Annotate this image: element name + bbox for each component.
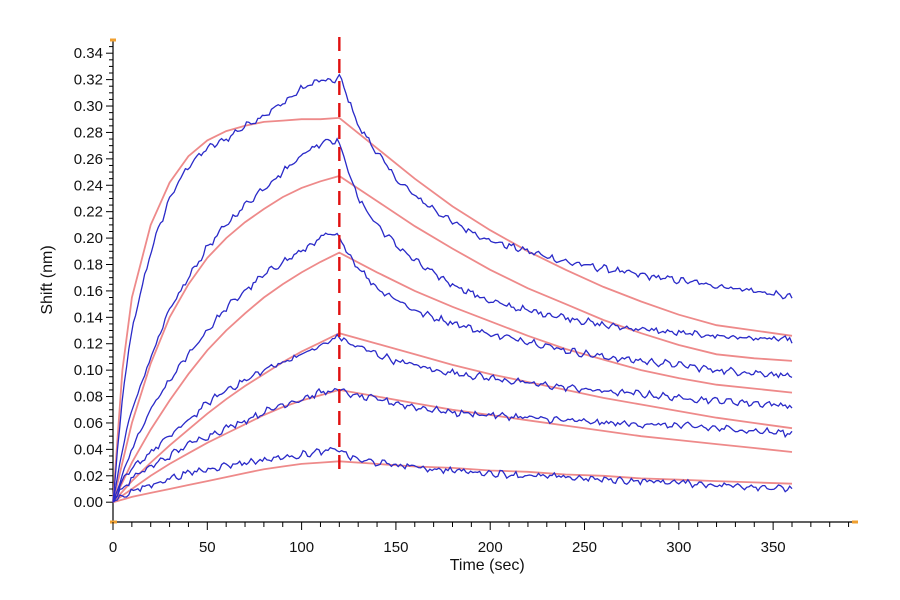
y-tick-label: 0.32 xyxy=(74,72,103,89)
x-tick-label: 0 xyxy=(109,539,117,556)
fit-curve xyxy=(112,175,793,503)
y-tick-label: 0.12 xyxy=(74,336,103,353)
measured-trace xyxy=(112,387,793,503)
y-tick-label: 0.30 xyxy=(74,98,103,115)
measured-trace xyxy=(112,446,793,503)
x-tick-label: 300 xyxy=(666,539,691,556)
series-layer xyxy=(112,73,793,504)
y-tick-label: 0.22 xyxy=(74,204,103,221)
axes xyxy=(106,38,858,530)
x-tick-label: 50 xyxy=(199,539,216,556)
y-tick-label: 0.10 xyxy=(74,362,103,379)
tick-labels: 0.00 0.02 0.04 0.06 0.08 0.10 0.12 0.14 0.16 0.18… xyxy=(74,45,786,556)
x-tick-label: 150 xyxy=(383,539,408,556)
y-tick-label: 0.28 xyxy=(74,124,103,141)
fit-curve xyxy=(112,332,793,503)
y-tick-label: 0.08 xyxy=(74,389,103,406)
y-tick-label: 0.00 xyxy=(74,494,103,511)
y-tick-label: 0.02 xyxy=(74,468,103,485)
y-tick-label: 0.20 xyxy=(74,230,103,247)
measured-trace xyxy=(112,73,793,503)
y-tick-label: 0.04 xyxy=(74,441,103,458)
x-tick-label: 100 xyxy=(289,539,314,556)
y-tick-label: 0.18 xyxy=(74,256,103,273)
measured-trace xyxy=(112,137,793,503)
x-tick-label: 250 xyxy=(572,539,597,556)
y-tick-label: 0.16 xyxy=(74,283,103,300)
x-tick-label: 200 xyxy=(478,539,503,556)
x-axis-title: Time (sec) xyxy=(450,557,525,574)
measured-trace xyxy=(112,333,793,503)
y-tick-label: 0.14 xyxy=(74,309,103,326)
fit-curve xyxy=(112,460,793,504)
fit-curve xyxy=(112,116,793,503)
y-tick-label: 0.34 xyxy=(74,45,103,62)
fit-curve xyxy=(112,388,793,503)
y-tick-label: 0.26 xyxy=(74,151,103,168)
fit-curve xyxy=(112,251,793,503)
y-tick-label: 0.24 xyxy=(74,177,103,194)
x-tick-label: 350 xyxy=(761,539,786,556)
y-tick-label: 0.06 xyxy=(74,415,103,432)
measured-trace xyxy=(112,232,793,503)
y-axis-title: Shift (nm) xyxy=(39,245,56,314)
